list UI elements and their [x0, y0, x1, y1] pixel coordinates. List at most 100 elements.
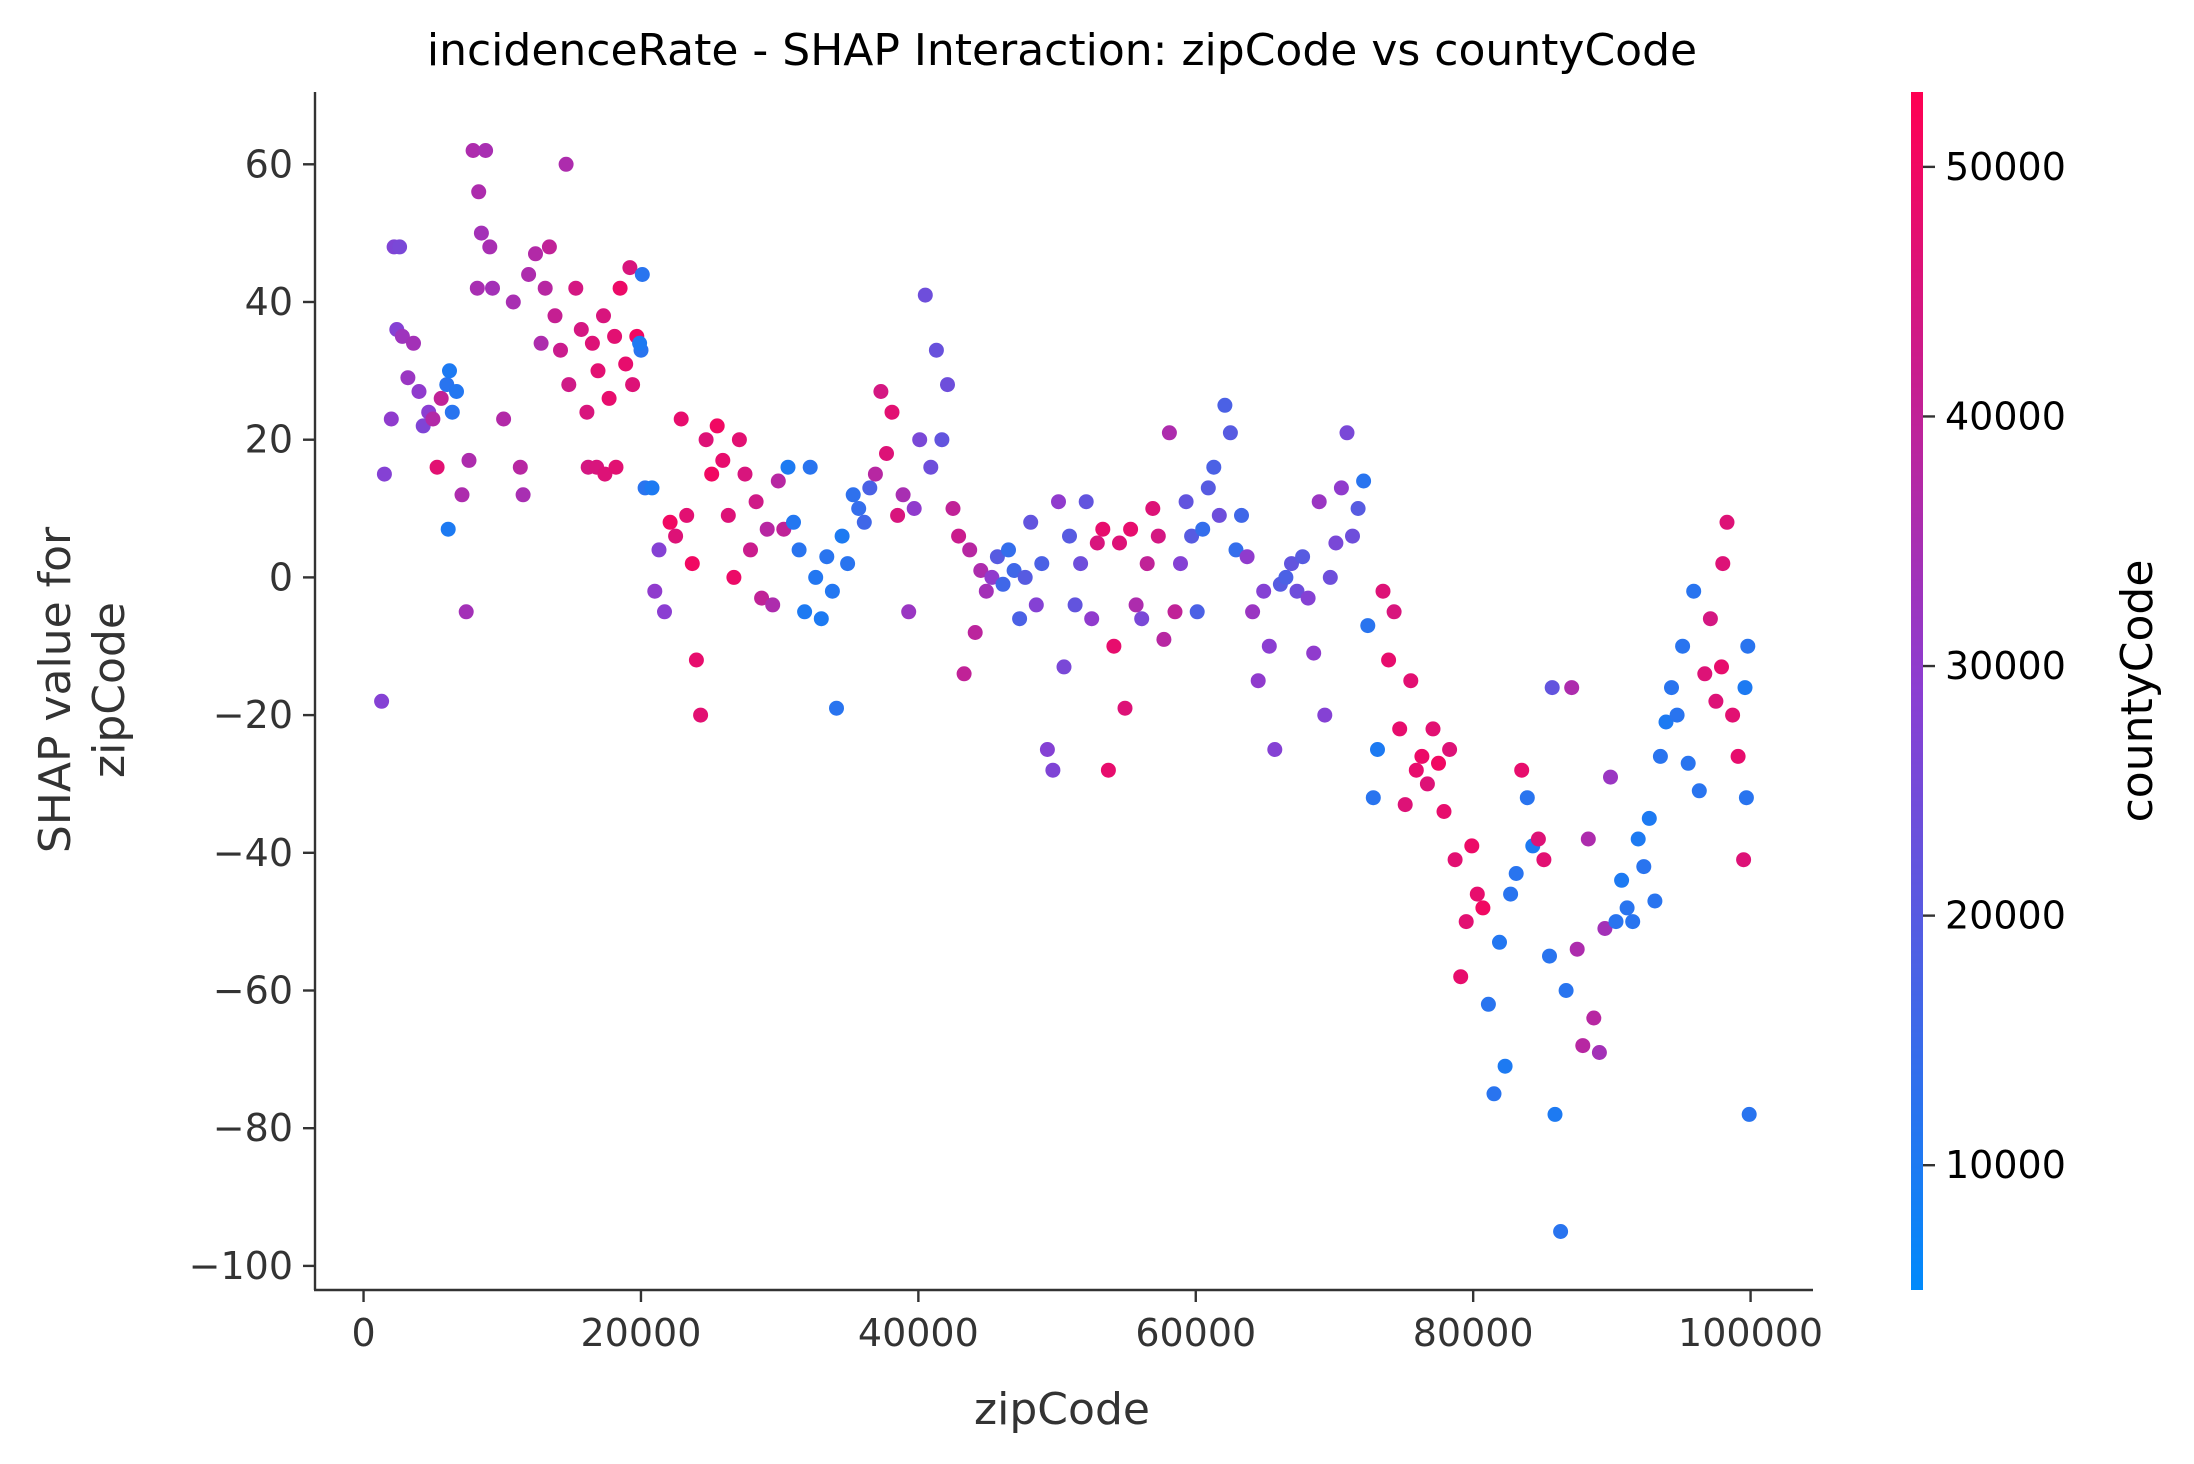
data-point [1062, 528, 1077, 544]
data-point [1134, 611, 1150, 627]
data-point [485, 280, 500, 296]
data-point [1691, 783, 1707, 799]
data-point [579, 404, 595, 420]
data-point [1123, 521, 1139, 537]
data-point [786, 514, 801, 530]
data-point [647, 583, 663, 599]
data-point [607, 328, 623, 344]
data-point [743, 542, 758, 558]
y-tick-label: 0 [269, 555, 293, 599]
data-point [1167, 604, 1183, 620]
data-point [1641, 810, 1657, 826]
data-point [622, 260, 638, 276]
data-point [1051, 494, 1066, 510]
data-point [1278, 569, 1294, 585]
colorbar-tick-label: 30000 [1945, 644, 2066, 688]
data-point [731, 432, 747, 448]
data-point [1317, 707, 1333, 723]
data-point [496, 411, 512, 427]
data-point [813, 611, 829, 627]
data-point [1708, 693, 1724, 709]
data-point [515, 487, 531, 503]
data-point [458, 604, 474, 620]
data-point [1222, 425, 1238, 441]
data-point [561, 377, 577, 393]
y-tick-label: −80 [213, 1106, 293, 1150]
data-point [528, 246, 543, 262]
data-point [765, 597, 781, 613]
data-point [553, 342, 568, 358]
data-point [1217, 397, 1233, 413]
data-point [1738, 790, 1754, 806]
data-point [1360, 618, 1376, 634]
data-point [608, 459, 624, 475]
data-point [1023, 514, 1039, 530]
colorbar-tick-label: 40000 [1945, 394, 2066, 438]
data-point [1112, 535, 1127, 551]
data-point [1311, 494, 1327, 510]
data-point [1503, 886, 1519, 902]
data-point [1547, 1106, 1563, 1122]
data-point [1497, 1058, 1513, 1074]
data-point [521, 267, 537, 282]
data-point [688, 652, 704, 668]
data-point [867, 466, 883, 482]
data-point [759, 521, 775, 537]
data-point [632, 335, 648, 351]
data-point [698, 432, 714, 448]
data-point [1486, 1086, 1502, 1102]
data-point [1173, 556, 1188, 572]
data-point [808, 569, 824, 585]
data-point [651, 542, 667, 558]
data-point [590, 363, 606, 379]
data-point [1580, 831, 1596, 847]
data-point [693, 707, 709, 723]
data-point [967, 625, 983, 640]
data-point [754, 590, 770, 606]
data-point [923, 459, 939, 475]
data-point [1431, 755, 1446, 771]
data-point [1740, 638, 1756, 654]
data-point [1697, 666, 1713, 682]
data-point [1652, 748, 1668, 764]
x-tick-label: 40000 [858, 1311, 979, 1355]
data-point [1322, 569, 1338, 585]
data-point [1414, 748, 1430, 764]
data-point [1356, 473, 1372, 489]
data-point [962, 542, 978, 558]
data-point [1508, 866, 1524, 881]
data-point [558, 156, 574, 172]
data-point [1636, 859, 1652, 875]
data-point [1453, 969, 1469, 985]
data-point [709, 418, 725, 434]
data-point [1530, 831, 1546, 847]
data-point [1100, 762, 1116, 778]
data-point [1039, 742, 1055, 757]
data-point [449, 384, 464, 399]
data-point [1189, 604, 1205, 620]
data-point [1017, 569, 1033, 585]
data-point [1089, 535, 1105, 551]
y-tick-label: −40 [213, 831, 293, 875]
data-point [482, 239, 498, 255]
data-point [541, 239, 557, 255]
data-point [1211, 507, 1227, 523]
data-point [1328, 535, 1344, 551]
colorbar [1911, 92, 1923, 1290]
data-point [679, 507, 695, 523]
data-point [1553, 1224, 1569, 1239]
data-point [425, 411, 441, 427]
y-tick-label: 60 [245, 142, 293, 186]
data-point [533, 335, 549, 351]
x-axis-title: zipCode [974, 1384, 1150, 1435]
data-point [376, 466, 392, 482]
data-point [392, 239, 408, 255]
data-point [442, 363, 457, 379]
data-point [1345, 528, 1360, 544]
data-point [1150, 528, 1166, 544]
data-point [1442, 742, 1458, 757]
data-point [473, 225, 489, 241]
y-axis-title-line-1: SHAP value for [30, 526, 81, 853]
data-point [618, 356, 634, 372]
